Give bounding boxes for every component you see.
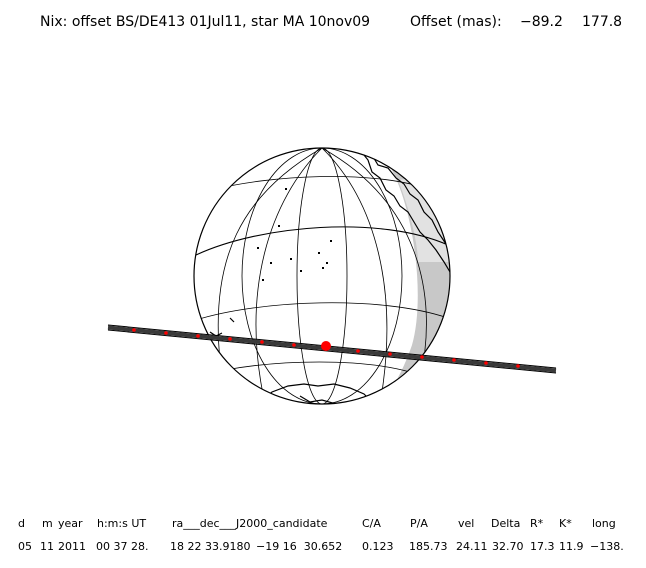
col-radec: ra___dec___J2000_candidate xyxy=(172,517,328,530)
val-month: 11 xyxy=(40,540,54,553)
track-time-markers xyxy=(132,328,520,368)
col-ca: C/A xyxy=(362,517,381,530)
occultation-track xyxy=(107,324,557,374)
globe-outline xyxy=(193,147,451,405)
val-ca: 0.123 xyxy=(362,540,394,553)
val-rstar: 17.3 xyxy=(530,540,555,553)
col-vel: vel xyxy=(458,517,475,530)
col-delta: Delta xyxy=(491,517,521,530)
val-kstar: 11.9 xyxy=(559,540,584,553)
col-rstar: R* xyxy=(530,517,544,530)
col-time: h:m:s UT xyxy=(97,517,147,530)
val-time: 00 37 28. xyxy=(96,540,149,553)
offset-x-value: −89.2 xyxy=(520,14,563,30)
col-month: m xyxy=(42,517,53,530)
col-kstar: K* xyxy=(559,517,572,530)
offset-label: Offset (mas): xyxy=(410,14,502,30)
val-pa: 185.73 xyxy=(409,540,448,553)
val-delta: 32.70 xyxy=(492,540,524,553)
plot-title: Nix: offset BS/DE413 01Jul11, star MA 10… xyxy=(40,14,371,30)
offset-y-value: 177.8 xyxy=(582,14,623,30)
pacific-islands xyxy=(257,188,332,281)
val-dec: −19 16 30.652 xyxy=(256,540,343,553)
col-pa: P/A xyxy=(410,517,428,530)
col-day: d xyxy=(18,517,25,530)
graticule xyxy=(195,148,449,404)
val-vel: 24.11 xyxy=(456,540,488,553)
col-year: year xyxy=(58,517,83,530)
closest-approach-point xyxy=(321,341,331,351)
val-ra: 18 22 33.9180 xyxy=(170,540,251,553)
val-day: 05 xyxy=(18,540,32,553)
col-long: long xyxy=(592,517,616,530)
val-long: −138. xyxy=(590,540,624,553)
val-year: 2011 xyxy=(58,540,86,553)
